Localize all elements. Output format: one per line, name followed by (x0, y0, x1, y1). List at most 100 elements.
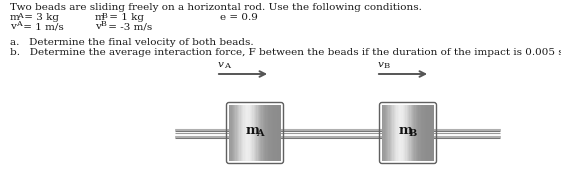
Bar (243, 105, 245, 161)
Bar (421, 105, 422, 161)
Text: a.   Determine the final velocity of both beads.: a. Determine the final velocity of both … (10, 38, 254, 47)
Bar (250, 105, 251, 161)
Bar (261, 105, 263, 161)
Bar (241, 105, 242, 161)
Bar (263, 105, 264, 161)
Text: b.   Determine the average interaction force, F between the beads if the duratio: b. Determine the average interaction for… (10, 48, 561, 57)
Bar (402, 105, 403, 161)
Bar (419, 105, 420, 161)
Bar (231, 105, 232, 161)
Bar (398, 105, 399, 161)
Bar (415, 105, 416, 161)
Bar (431, 105, 433, 161)
Bar (233, 105, 234, 161)
Text: e = 0.9: e = 0.9 (220, 13, 258, 22)
Text: B: B (102, 12, 108, 19)
Bar (276, 105, 277, 161)
Bar (417, 105, 419, 161)
Bar (422, 105, 424, 161)
Bar (427, 105, 429, 161)
Bar (236, 105, 237, 161)
Bar (238, 105, 240, 161)
Bar (382, 105, 383, 161)
Text: Two beads are sliding freely on a horizontal rod. Use the following conditions.: Two beads are sliding freely on a horizo… (10, 3, 422, 12)
Bar (274, 105, 276, 161)
Bar (260, 105, 261, 161)
Bar (270, 105, 272, 161)
Bar (420, 105, 421, 161)
Bar (252, 105, 254, 161)
Bar (265, 105, 266, 161)
Bar (246, 105, 247, 161)
Bar (386, 105, 387, 161)
Bar (383, 105, 385, 161)
Bar (234, 105, 236, 161)
Bar (399, 105, 400, 161)
Bar (277, 105, 278, 161)
Bar (385, 105, 386, 161)
Bar (406, 105, 407, 161)
Bar (247, 105, 249, 161)
Bar (429, 105, 430, 161)
Text: m: m (10, 13, 20, 22)
Text: v: v (378, 60, 384, 69)
Bar (268, 105, 269, 161)
Bar (229, 105, 231, 161)
Bar (251, 105, 252, 161)
Text: m: m (95, 13, 105, 22)
Text: B: B (101, 20, 107, 29)
Bar (424, 105, 425, 161)
Bar (410, 105, 411, 161)
Bar (391, 105, 392, 161)
Text: A: A (16, 20, 22, 29)
Text: B: B (409, 130, 417, 138)
Text: = -3 m/s: = -3 m/s (105, 22, 152, 31)
Bar (400, 105, 402, 161)
Bar (256, 105, 257, 161)
Bar (395, 105, 396, 161)
Bar (272, 105, 273, 161)
Bar (254, 105, 255, 161)
Bar (266, 105, 268, 161)
Bar (412, 105, 413, 161)
Bar (245, 105, 246, 161)
Text: = 3 kg: = 3 kg (21, 13, 59, 22)
Text: A: A (17, 12, 23, 19)
Bar (278, 105, 280, 161)
Bar (257, 105, 259, 161)
Text: B: B (384, 62, 390, 70)
Bar (259, 105, 260, 161)
Bar (255, 105, 256, 161)
Bar (404, 105, 406, 161)
Bar (273, 105, 274, 161)
Bar (264, 105, 265, 161)
Bar (396, 105, 398, 161)
Bar (413, 105, 415, 161)
Bar (411, 105, 412, 161)
Bar (249, 105, 250, 161)
Bar (416, 105, 417, 161)
Bar (232, 105, 233, 161)
Bar (433, 105, 434, 161)
Bar (269, 105, 270, 161)
Bar (387, 105, 389, 161)
Bar (403, 105, 404, 161)
Text: v: v (95, 22, 101, 31)
Text: m: m (399, 124, 413, 138)
Bar (394, 105, 395, 161)
Text: v: v (218, 60, 224, 69)
Bar (390, 105, 391, 161)
Text: = 1 kg: = 1 kg (106, 13, 144, 22)
Text: A: A (256, 130, 264, 138)
Bar (392, 105, 394, 161)
Text: A: A (224, 62, 230, 70)
Text: m: m (246, 124, 260, 138)
Bar (237, 105, 238, 161)
Text: v: v (10, 22, 16, 31)
Bar (408, 105, 410, 161)
Bar (407, 105, 408, 161)
Bar (240, 105, 241, 161)
Bar (430, 105, 431, 161)
Bar (242, 105, 243, 161)
Bar (389, 105, 390, 161)
